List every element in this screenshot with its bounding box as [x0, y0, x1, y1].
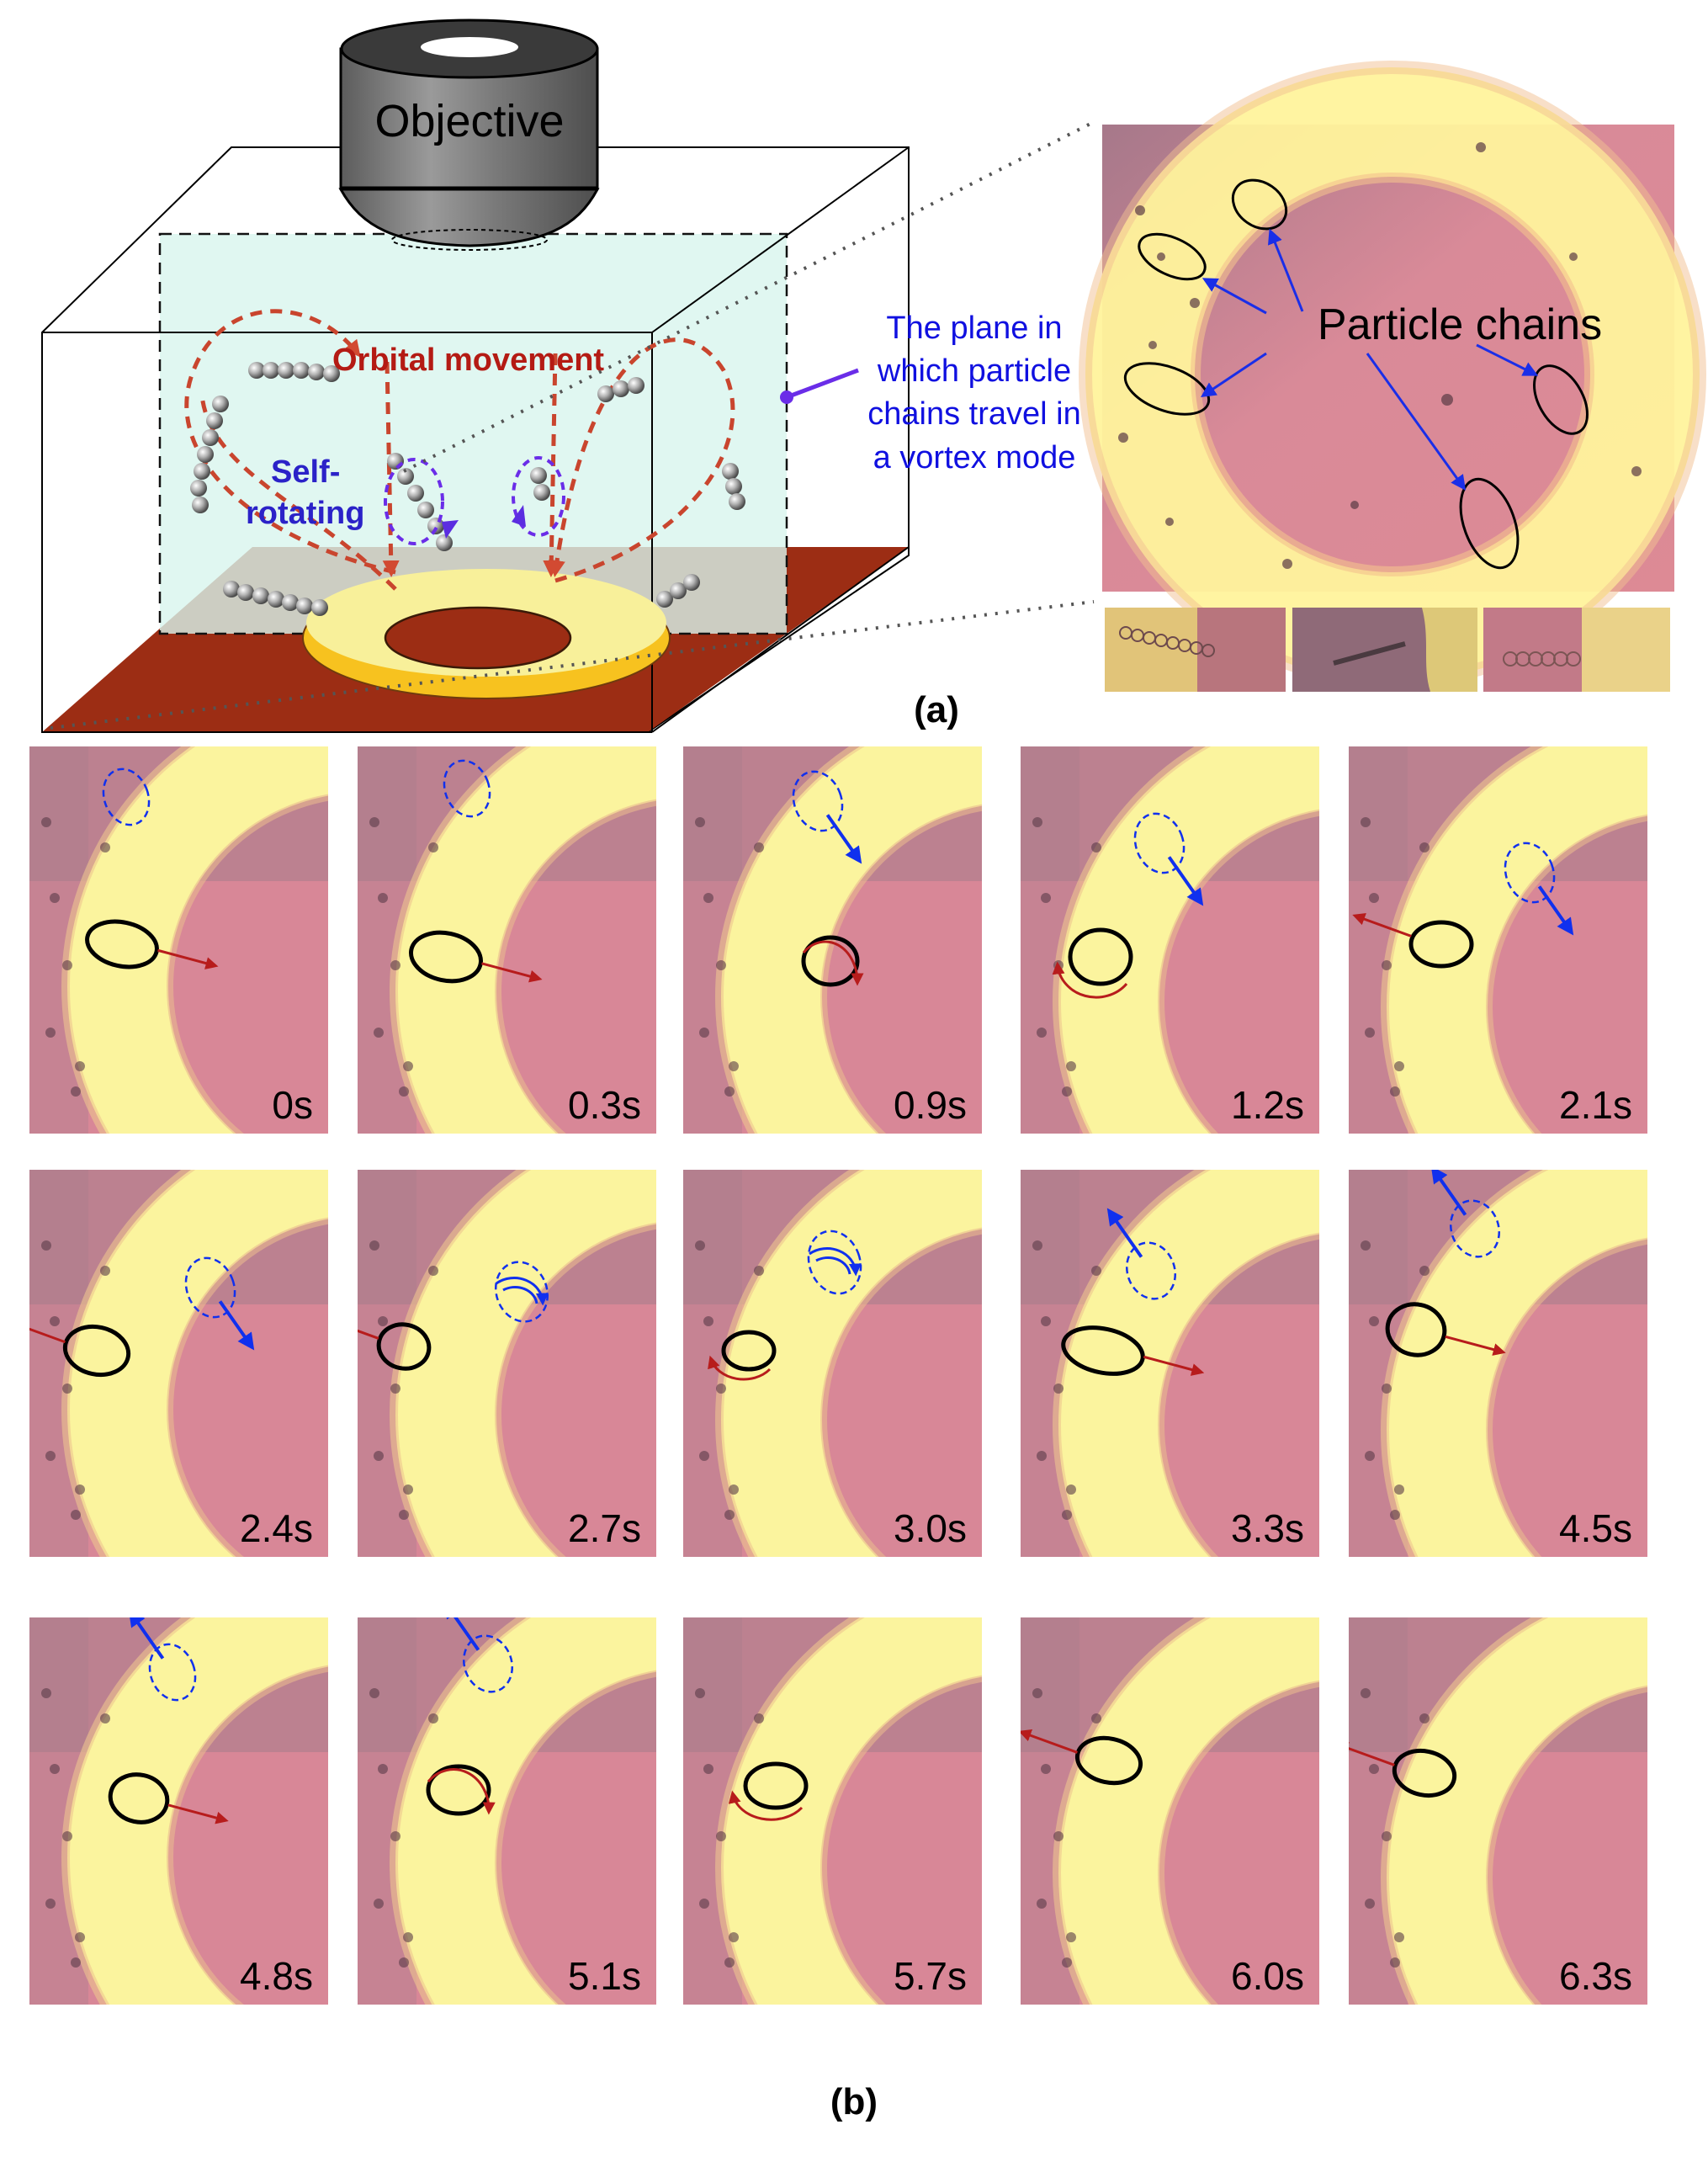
time-label: 2.1s [1559, 1083, 1632, 1127]
panel-b-label: (b) [830, 2081, 878, 2122]
plane-note: The plane in which particle chains trave… [867, 311, 1080, 475]
time-label: 0s [272, 1083, 313, 1127]
time-frame: 3.3s [1021, 1170, 1319, 1557]
panel-a-label: (a) [914, 689, 959, 730]
time-label: 0.9s [894, 1083, 967, 1127]
chain-strips [1105, 608, 1670, 692]
time-frame: 6.0s [1021, 1617, 1319, 2005]
ring-electrode [302, 569, 671, 699]
time-frame: 0.3s [358, 746, 656, 1134]
inset-pointer-arrows [1201, 228, 1539, 491]
time-label: 2.4s [240, 1506, 313, 1550]
time-label: 4.8s [240, 1954, 313, 1998]
time-frame: 0.9s [683, 746, 982, 1134]
svg-text:a vortex mode: a vortex mode [873, 440, 1076, 475]
time-label: 3.0s [894, 1506, 967, 1550]
time-label: 6.0s [1231, 1954, 1304, 1998]
objective-label: Objective [374, 96, 564, 146]
svg-text:The plane in: The plane in [886, 311, 1062, 346]
time-frame: 4.8s [29, 1617, 328, 2005]
time-label: 1.2s [1231, 1083, 1304, 1127]
orbital-movement-label: Orbital movement [332, 343, 604, 378]
self-rotating-loops [384, 456, 565, 545]
time-frame: 2.1s [1349, 746, 1647, 1134]
self-rotating-label-line1: Self- [271, 454, 340, 490]
time-frame: 0s [29, 746, 328, 1134]
time-label: 6.3s [1559, 1954, 1632, 1998]
time-frame: 3.0s [683, 1170, 982, 1557]
inset-photo [1079, 61, 1706, 688]
time-label: 5.1s [568, 1954, 641, 1998]
particle-chains-label: Particle chains [1318, 300, 1602, 349]
svg-text:which particle: which particle [877, 353, 1071, 389]
self-rotating-label-line2: rotating [246, 496, 364, 531]
time-frame: 2.7s [358, 1170, 656, 1557]
time-label: 5.7s [894, 1954, 967, 1998]
time-frame: 5.7s [683, 1617, 982, 2005]
time-label: 2.7s [568, 1506, 641, 1550]
panel-b: 0s 0.3s 0.9s 1.2s 2.1s 2.4s 2.7s 3.0s 3.3s 4.5s 4.… [29, 746, 1647, 2005]
bead-chains [190, 362, 745, 616]
time-frame: 4.5s [1349, 1170, 1647, 1557]
svg-text:chains travel in: chains travel in [867, 396, 1080, 432]
time-frame: 6.3s [1349, 1617, 1647, 2005]
inset-chain-circles [1123, 178, 1589, 570]
time-label: 3.3s [1231, 1506, 1304, 1550]
time-frame: 1.2s [1021, 746, 1319, 1134]
time-frame: 5.1s [358, 1617, 656, 2005]
panel-a: Objective Orbital movement Self- rotatin… [41, 19, 1706, 733]
time-label: 4.5s [1559, 1506, 1632, 1550]
time-frame: 2.4s [29, 1170, 328, 1557]
objective-lens [338, 19, 600, 251]
time-label: 0.3s [568, 1083, 641, 1127]
vortex-plane [160, 234, 787, 634]
